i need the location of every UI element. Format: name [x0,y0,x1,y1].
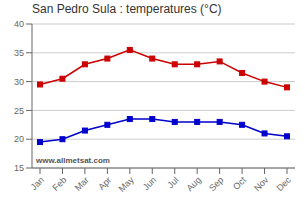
svg-text:Dec: Dec [275,175,294,194]
svg-text:20: 20 [14,134,24,144]
svg-text:25: 25 [14,106,24,116]
svg-text:Sep: Sep [207,175,225,193]
svg-text:Apr: Apr [96,175,113,192]
svg-text:Jul: Jul [165,175,180,190]
html-text:www.allmetsat.com: www.allmetsat.com [36,156,110,165]
svg-text:40: 40 [14,19,24,29]
svg-text:15: 15 [14,163,24,173]
svg-text:Mar: Mar [73,175,91,193]
svg-text:May: May [117,175,136,194]
svg-text:Aug: Aug [185,175,203,193]
html-text:San Pedro Sula : temperatures: San Pedro Sula : temperatures (°C) [32,2,222,16]
svg-text:Jun: Jun [141,175,158,192]
svg-text:30: 30 [14,77,24,87]
svg-text:35: 35 [14,48,24,58]
svg-text:Jan: Jan [29,175,46,192]
svg-text:Feb: Feb [50,175,68,193]
svg-text:Oct: Oct [231,175,248,192]
svg-text:Nov: Nov [252,175,271,194]
